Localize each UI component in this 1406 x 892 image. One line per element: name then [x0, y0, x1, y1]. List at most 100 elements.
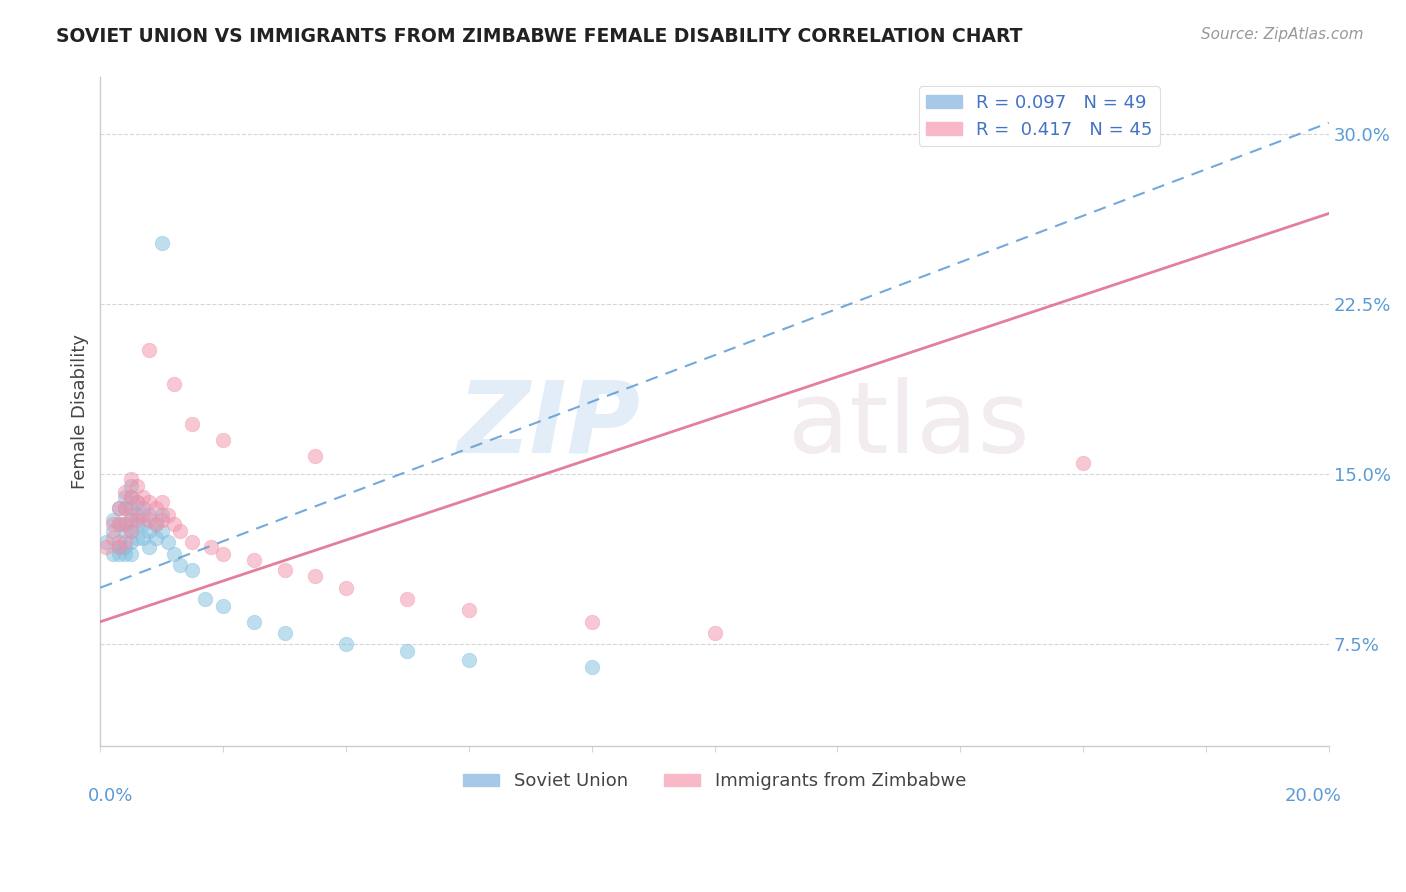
Point	[1071, 456, 1094, 470]
Point	[457, 653, 479, 667]
Point	[127, 517, 149, 532]
Point	[150, 524, 173, 538]
Point	[120, 513, 142, 527]
Point	[150, 235, 173, 250]
Point	[132, 508, 155, 522]
Point	[396, 644, 419, 658]
Point	[138, 508, 160, 522]
Point	[114, 540, 136, 554]
Point	[138, 343, 160, 357]
Point	[150, 508, 173, 522]
Text: SOVIET UNION VS IMMIGRANTS FROM ZIMBABWE FEMALE DISABILITY CORRELATION CHART: SOVIET UNION VS IMMIGRANTS FROM ZIMBABWE…	[56, 27, 1022, 45]
Point	[581, 615, 603, 629]
Point	[181, 417, 204, 432]
Point	[212, 434, 235, 448]
Point	[156, 535, 179, 549]
Point	[114, 547, 136, 561]
Point	[120, 508, 142, 522]
Point	[96, 540, 118, 554]
Point	[304, 449, 326, 463]
Point	[181, 535, 204, 549]
Point	[114, 501, 136, 516]
Point	[114, 535, 136, 549]
Point	[101, 531, 124, 545]
Point	[127, 494, 149, 508]
Point	[163, 376, 186, 391]
Point	[107, 547, 129, 561]
Point	[107, 540, 129, 554]
Point	[396, 592, 419, 607]
Point	[163, 517, 186, 532]
Point	[101, 547, 124, 561]
Point	[150, 513, 173, 527]
Point	[120, 501, 142, 516]
Point	[114, 524, 136, 538]
Point	[145, 517, 167, 532]
Point	[132, 490, 155, 504]
Point	[243, 553, 266, 567]
Point	[304, 569, 326, 583]
Point	[335, 581, 357, 595]
Point	[212, 599, 235, 613]
Point	[138, 540, 160, 554]
Point	[120, 524, 142, 538]
Point	[107, 501, 129, 516]
Y-axis label: Female Disability: Female Disability	[72, 334, 89, 490]
Point	[212, 547, 235, 561]
Point	[120, 478, 142, 492]
Point	[120, 490, 142, 504]
Point	[581, 660, 603, 674]
Point	[273, 626, 295, 640]
Point	[132, 501, 155, 516]
Point	[138, 494, 160, 508]
Point	[114, 485, 136, 500]
Point	[101, 513, 124, 527]
Point	[120, 472, 142, 486]
Point	[120, 535, 142, 549]
Point	[101, 517, 124, 532]
Point	[457, 603, 479, 617]
Point	[120, 547, 142, 561]
Point	[107, 517, 129, 532]
Point	[114, 490, 136, 504]
Point	[107, 517, 129, 532]
Point	[145, 517, 167, 532]
Text: 20.0%: 20.0%	[1284, 787, 1341, 805]
Point	[114, 517, 136, 532]
Point	[163, 547, 186, 561]
Point	[114, 501, 136, 516]
Point	[138, 513, 160, 527]
Point	[169, 558, 191, 572]
Text: atlas: atlas	[789, 376, 1029, 474]
Point	[145, 531, 167, 545]
Point	[150, 494, 173, 508]
Point	[127, 531, 149, 545]
Point	[703, 626, 725, 640]
Point	[273, 563, 295, 577]
Point	[114, 517, 136, 532]
Point	[107, 501, 129, 516]
Point	[96, 535, 118, 549]
Point	[200, 540, 222, 554]
Legend: Soviet Union, Immigrants from Zimbabwe: Soviet Union, Immigrants from Zimbabwe	[456, 765, 973, 797]
Point	[138, 524, 160, 538]
Point	[127, 508, 149, 522]
Point	[132, 531, 155, 545]
Point	[107, 535, 129, 549]
Text: Source: ZipAtlas.com: Source: ZipAtlas.com	[1201, 27, 1364, 42]
Point	[169, 524, 191, 538]
Text: 0.0%: 0.0%	[89, 787, 134, 805]
Point	[156, 508, 179, 522]
Point	[132, 517, 155, 532]
Point	[194, 592, 217, 607]
Point	[243, 615, 266, 629]
Point	[120, 524, 142, 538]
Point	[120, 490, 142, 504]
Point	[127, 494, 149, 508]
Point	[145, 501, 167, 516]
Point	[107, 540, 129, 554]
Point	[101, 524, 124, 538]
Text: ZIP: ZIP	[458, 376, 641, 474]
Point	[181, 563, 204, 577]
Point	[127, 478, 149, 492]
